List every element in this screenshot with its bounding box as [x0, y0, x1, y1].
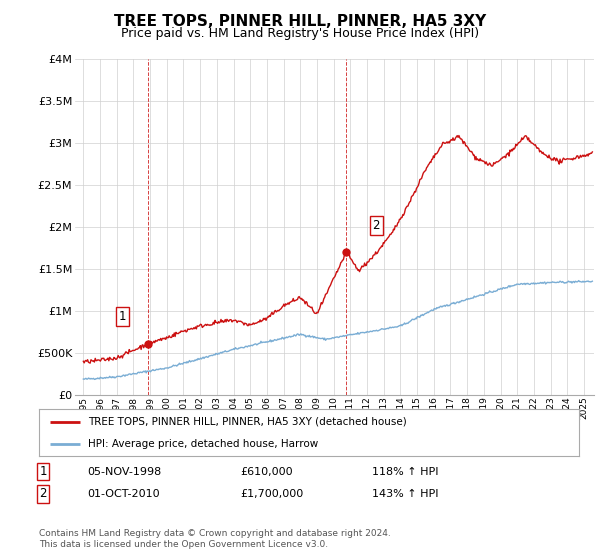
- Text: 05-NOV-1998: 05-NOV-1998: [87, 466, 161, 477]
- Text: Contains HM Land Registry data © Crown copyright and database right 2024.
This d: Contains HM Land Registry data © Crown c…: [39, 529, 391, 549]
- Text: 1: 1: [40, 465, 47, 478]
- Text: £1,700,000: £1,700,000: [240, 489, 303, 499]
- Text: £610,000: £610,000: [240, 466, 293, 477]
- Text: 1: 1: [119, 310, 127, 323]
- Text: 2: 2: [40, 487, 47, 501]
- Text: Price paid vs. HM Land Registry's House Price Index (HPI): Price paid vs. HM Land Registry's House …: [121, 27, 479, 40]
- Text: 118% ↑ HPI: 118% ↑ HPI: [372, 466, 439, 477]
- Text: 2: 2: [373, 218, 380, 232]
- Text: 01-OCT-2010: 01-OCT-2010: [87, 489, 160, 499]
- Text: HPI: Average price, detached house, Harrow: HPI: Average price, detached house, Harr…: [88, 438, 318, 449]
- Text: TREE TOPS, PINNER HILL, PINNER, HA5 3XY (detached house): TREE TOPS, PINNER HILL, PINNER, HA5 3XY …: [88, 417, 406, 427]
- Text: TREE TOPS, PINNER HILL, PINNER, HA5 3XY: TREE TOPS, PINNER HILL, PINNER, HA5 3XY: [114, 14, 486, 29]
- Text: 143% ↑ HPI: 143% ↑ HPI: [372, 489, 439, 499]
